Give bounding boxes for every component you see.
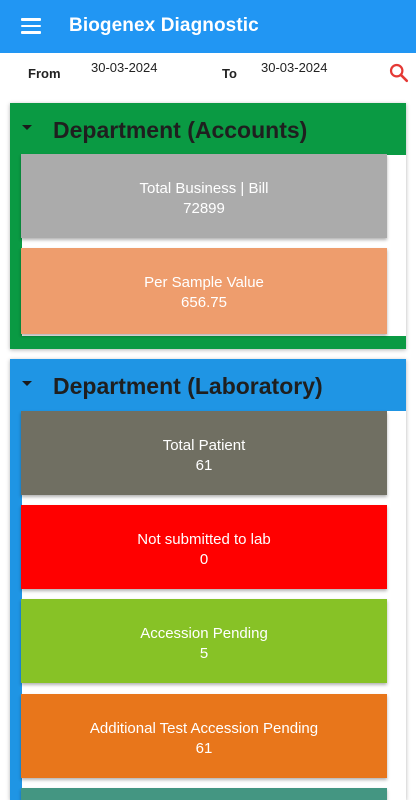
app-title: Biogenex Diagnostic — [69, 15, 259, 36]
to-date-field[interactable]: 30-03-2024 — [261, 60, 328, 75]
card-value: 61 — [195, 740, 213, 757]
not-submitted-to-lab-card[interactable]: Not submitted to lab 0 — [21, 505, 387, 589]
from-date-field[interactable]: 30-03-2024 — [91, 60, 158, 75]
card-value: 72899 — [183, 200, 225, 217]
accession-pending-card[interactable]: Accession Pending 5 — [21, 599, 387, 683]
card-value: 0 — [199, 551, 209, 568]
department-accounts-title: Department (Accounts) — [53, 117, 308, 143]
department-laboratory-header[interactable]: Department (Laboratory) — [10, 359, 406, 411]
card-label: Accession Pending — [140, 625, 268, 642]
partial-next-card[interactable] — [21, 788, 387, 800]
card-label: Not submitted to lab — [137, 531, 271, 548]
collapse-chevron-icon[interactable] — [22, 381, 32, 386]
department-accounts-header[interactable]: Department (Accounts) — [10, 103, 406, 155]
card-label: Additional Test Accession Pending — [89, 720, 319, 737]
app-bar: Biogenex Diagnostic — [0, 0, 416, 53]
search-icon[interactable] — [388, 62, 410, 84]
card-label: Total Business | Bill — [139, 180, 269, 197]
department-laboratory-title: Department (Laboratory) — [53, 373, 323, 399]
to-label: To — [222, 66, 237, 81]
card-value: 5 — [199, 645, 209, 662]
from-label: From — [28, 66, 61, 81]
card-label: Total Patient — [162, 437, 246, 454]
collapse-chevron-icon[interactable] — [22, 125, 32, 130]
card-value: 61 — [195, 457, 213, 474]
per-sample-value-card[interactable]: Per Sample Value 656.75 — [21, 248, 387, 334]
total-business-bill-card[interactable]: Total Business | Bill 72899 — [21, 154, 387, 238]
total-patient-card[interactable]: Total Patient 61 — [21, 411, 387, 495]
card-value: 656.75 — [181, 294, 227, 311]
card-label: Per Sample Value — [144, 274, 264, 291]
date-filter-bar — [0, 53, 416, 95]
additional-test-accession-pending-card[interactable]: Additional Test Accession Pending 61 — [21, 694, 387, 778]
menu-icon[interactable] — [21, 18, 41, 34]
